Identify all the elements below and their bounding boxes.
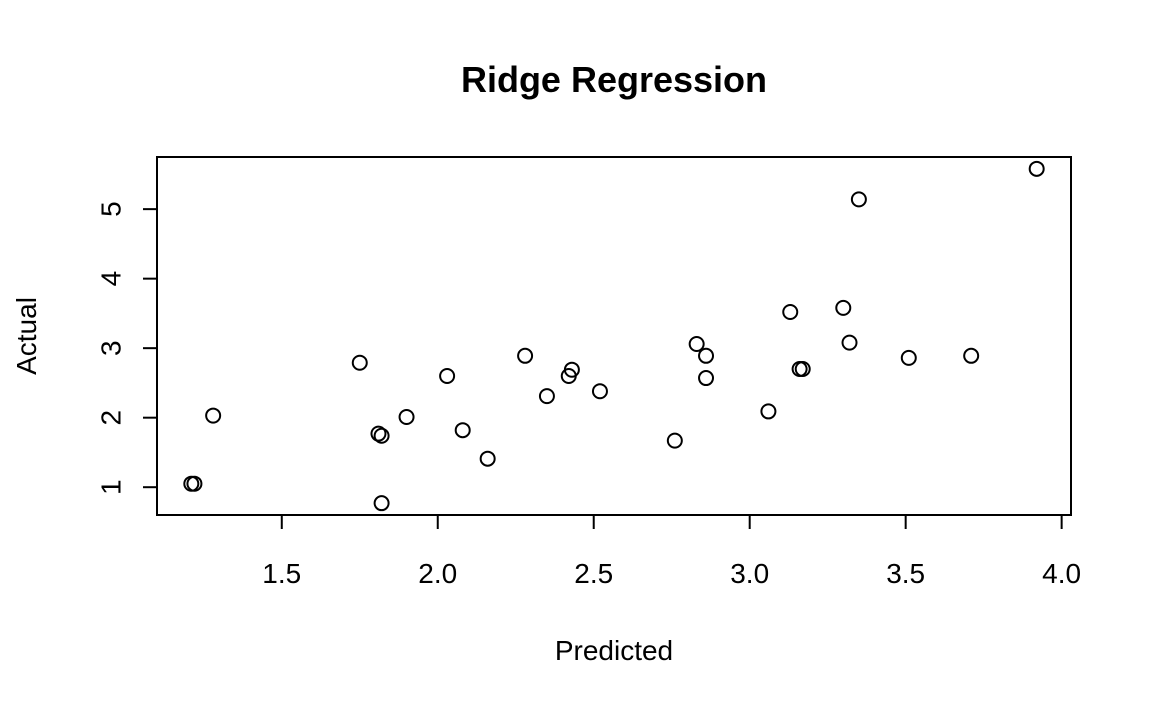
data-point: [183, 475, 200, 492]
data-point: [900, 349, 917, 366]
data-point: [563, 361, 580, 378]
data-point: [698, 370, 715, 387]
data-point: [688, 335, 705, 352]
data-point: [398, 408, 415, 425]
data-point: [782, 304, 799, 321]
x-axis-label: Predicted: [555, 635, 673, 666]
data-point: [538, 388, 555, 405]
data-point: [454, 422, 471, 439]
chart-title: Ridge Regression: [461, 59, 767, 100]
x-tick-label: 3.5: [886, 558, 925, 589]
data-point: [479, 450, 496, 467]
y-tick-label: 3: [96, 340, 127, 356]
data-point: [373, 427, 390, 444]
data-point: [791, 361, 808, 378]
data-point: [1028, 160, 1045, 177]
x-tick-label: 1.5: [262, 558, 301, 589]
data-point: [373, 495, 390, 512]
y-tick-label: 2: [96, 410, 127, 426]
data-point: [591, 383, 608, 400]
data-point: [666, 432, 683, 449]
data-point: [835, 299, 852, 316]
plot-frame: [156, 156, 1072, 516]
y-axis-label: Actual: [11, 297, 42, 375]
data-point: [370, 425, 387, 442]
data-point: [517, 347, 534, 364]
data-point: [186, 475, 203, 492]
y-axis: 1 2 3 4 5: [96, 201, 158, 495]
data-point: [205, 407, 222, 424]
x-tick-label: 2.5: [574, 558, 613, 589]
data-points: [183, 160, 1045, 512]
x-tick-label: 4.0: [1042, 558, 1081, 589]
y-tick-label: 4: [96, 271, 127, 287]
data-point: [794, 361, 811, 378]
data-point: [760, 403, 777, 420]
data-point: [439, 367, 456, 384]
data-point: [850, 191, 867, 208]
data-point: [351, 354, 368, 371]
y-tick-label: 5: [96, 201, 127, 217]
data-point: [698, 347, 715, 364]
data-point: [841, 334, 858, 351]
x-tick-label: 3.0: [730, 558, 769, 589]
x-tick-label: 2.0: [418, 558, 457, 589]
y-tick-label: 1: [96, 479, 127, 495]
x-axis: 1.5 2.0 2.5 3.0 3.5 4.0: [262, 514, 1081, 589]
data-point: [963, 347, 980, 364]
